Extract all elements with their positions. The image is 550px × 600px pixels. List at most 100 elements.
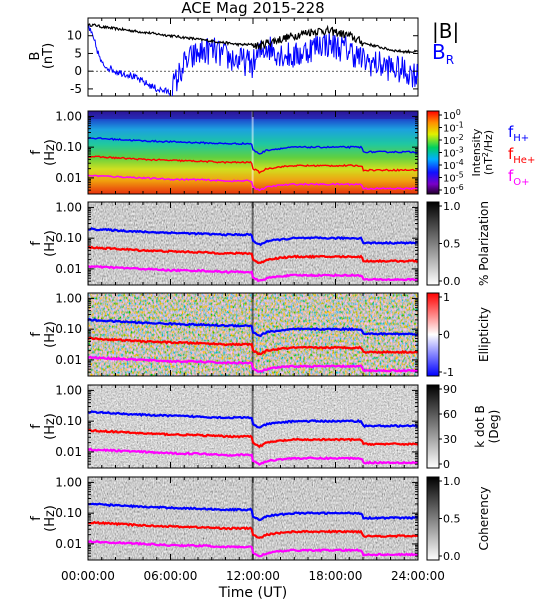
spectrogram-panel4: 1.00 0.10 0.01 f (Hz) 1 0 -1 Ellipticity [29,291,491,379]
panel2-cbar-tick-label: 10-6 [443,183,464,197]
panel2-ytick-label: 0.10 [55,140,82,154]
panel5-line-fh [87,410,419,429]
panel2-cbar-tick-label: 10-3 [443,146,464,160]
cbar-tick-exp: -1 [456,121,464,130]
panel4-ytick-label: 0.01 [55,353,82,367]
panel5-ytick-label: 0.10 [55,414,82,428]
panel6-cbar-tick-label: 0.0 [443,550,461,563]
cbar-tick-base: 10 [443,124,456,135]
xtick-label: 24:00:00 [391,569,445,583]
x-axis: 00:00:00 06:00:00 12:00:00 18:00:00 24:00:00 [61,569,445,583]
spectrogram-panel5: 1.00 0.10 0.01 f (Hz) 90 60 30 0 k dot B (Deg) [29,383,501,471]
panel6-ytick-label: 0.10 [55,506,82,520]
panel4-ytick-label: 1.00 [55,291,82,305]
panel2-cbar-tick-label: 10-1 [443,121,464,135]
cbar-tick-base: 10 [443,149,456,160]
panel2-line-fhe [87,155,419,174]
panel1-yunit: (nT) [41,43,56,69]
panel2-cbar-tick-label: 10-5 [443,171,464,185]
panel6-colorbar [426,476,440,561]
panel6-cbar-tick-label: 0.5 [443,513,461,526]
panel2-ytick-label: 0.01 [55,171,82,185]
panel2-cbar-tick-label: 100 [443,108,461,122]
panel3-line-fo [87,264,419,283]
panel6-ytick-label: 0.01 [55,537,82,551]
panel4-ytick-label: 0.10 [55,322,82,336]
panel6-cbar-tick-label: 1.0 [443,475,461,488]
legend-sub: O+ [513,177,529,188]
panel5-colorbar [426,384,440,469]
panel2-shock-stripe [251,111,254,194]
panel3-shock-stripe [251,202,254,285]
panel3-cbar-tick-label: 0.5 [443,238,461,251]
panel6-ytick-label: 1.00 [55,475,82,489]
panel-b-field: 10 5 0 -5 B (nT) |B| BR [28,17,459,97]
cbar-tick-exp: -4 [456,158,464,167]
panel5-line-fo [87,447,418,466]
panel4-cbar-tick-label: -1 [443,366,454,379]
panel1-ytick-label: 5 [74,46,82,60]
panel5-line-fhe [87,428,419,449]
spectrogram-panels: 1.000.100.01f (Hz)10010-110-210-310-410-5… [29,108,535,563]
panel4-colorbar [426,292,440,377]
cbar-tick-base: 10 [443,174,456,185]
xtick-label: 12:00:00 [226,569,280,583]
panel4-line-fo [87,355,419,373]
xtick-label: 18:00:00 [309,569,363,583]
panel6-cbar-title: Coherency [477,486,491,550]
spectrogram-panel6: 1.00 0.10 0.01 f (Hz) 1.0 0.5 0.0 Coherency [29,475,491,563]
legend-fo: fO+ [508,167,530,188]
panel5-cbar-title: k dot B [473,405,487,447]
panel2-yunit: (Hz) [43,139,58,166]
legend-f: f [508,145,514,163]
x-axis-label: Time (UT) [218,585,287,600]
panel5-cbar-tick-label: 90 [443,383,457,396]
panel2-line-fo [87,174,419,192]
panel5-cbar-tick-label: 30 [443,433,457,446]
panel5-ylabel: f [29,424,44,429]
panel4-ylabel: f [29,332,44,337]
panel5-cbar-unit: (Deg) [487,410,501,444]
figure-title: ACE Mag 2015-228 [181,0,324,17]
panel4-cbar-title: Ellipticity [477,307,491,362]
panel1-y-ticks: 10 5 0 -5 [67,18,419,96]
panel5-ytick-label: 1.00 [55,383,82,397]
panel3-colorbar [426,201,440,286]
series-br-line [88,24,418,96]
cbar-tick-base: 10 [443,161,456,172]
panel3-cbar-tick-label: 1.0 [443,200,461,213]
cbar-tick-exp: -2 [456,133,464,142]
cbar-unit-post: /Hz) [482,130,495,152]
panel3-ytick-label: 0.10 [55,231,82,245]
legend-fhe: fHe+ [508,145,535,166]
xtick-label: 06:00:00 [144,569,198,583]
panel4-shock-stripe [251,293,254,376]
cbar-unit-pre: (nT [482,157,495,175]
panel6-line-fh [87,502,419,522]
panel6-line-fo [87,539,419,558]
panel6-ylabel: f [29,516,44,521]
panel1-ytick-label: 0 [74,64,82,78]
legend-sub: He+ [513,155,535,166]
cbar-tick-exp: -6 [456,183,464,192]
panel3-ytick-label: 1.00 [55,200,82,214]
panel4-yunit: (Hz) [43,321,58,348]
panel2-cbar-title: Intensity [470,128,483,176]
panel3-yunit: (Hz) [43,230,58,257]
panel2-ytick-label: 1.00 [55,109,82,123]
panel3-cbar-tick-label: 0.0 [443,275,461,288]
cbar-tick-exp: -5 [456,171,464,180]
legend-f: f [508,123,514,141]
cbar-tick-exp: -3 [456,146,464,155]
panel3-line-fhe [87,245,419,265]
panel4-line-fhe [87,336,419,356]
cbar-tick-base: 10 [443,111,456,122]
spectrogram-panel3: 1.00 0.10 0.01 f (Hz) 1.0 0.5 0.0 % Polarization [29,200,491,288]
panel2-ylabel: f [29,150,44,155]
panel5-yunit: (Hz) [43,413,58,440]
panel4-cbar-tick-label: 0 [443,329,450,342]
panel2-line-fh [87,137,419,155]
spectrogram-panel2: 1.000.100.01f (Hz)10010-110-210-310-410-5… [29,108,535,197]
legend-b-magnitude: |B| [432,19,459,43]
legend-br: BR [432,40,454,67]
